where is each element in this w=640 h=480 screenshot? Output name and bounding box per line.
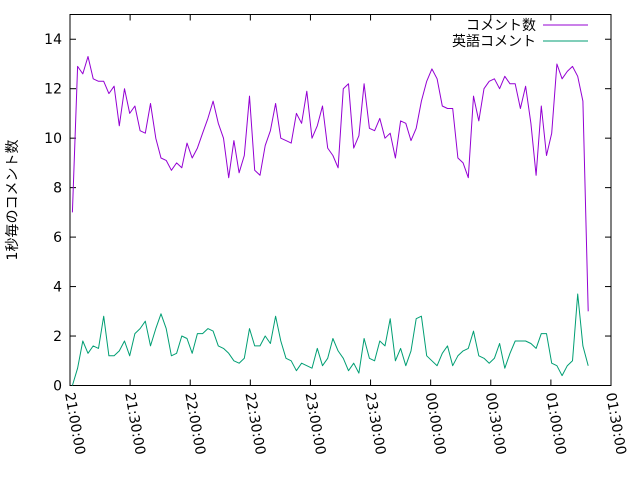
y-tick-label: 0: [53, 379, 62, 395]
y-axis-title: 1秒毎のコメント数: [5, 140, 21, 261]
y-tick-label: 2: [53, 329, 62, 345]
y-tick-label: 4: [53, 280, 62, 296]
y-tick-label: 12: [44, 82, 62, 98]
y-tick-label: 8: [53, 181, 62, 197]
x-tick-label: 01:00:00: [542, 391, 569, 456]
series-line-0: [71, 56, 589, 312]
series-line-1: [71, 293, 589, 386]
x-tick-label: 21:30:00: [121, 391, 148, 456]
x-tick-label: 00:30:00: [482, 391, 509, 456]
x-tick-label: 00:00:00: [422, 391, 449, 456]
x-tick-label: 22:30:00: [241, 391, 268, 456]
plot-frame: [69, 14, 612, 386]
y-tick-label: 10: [44, 131, 62, 147]
y-tick-label: 6: [53, 230, 62, 246]
x-tick-label: 23:30:00: [362, 391, 389, 456]
x-tick-label: 01:30:00: [602, 391, 629, 456]
y-tick-label: 14: [44, 32, 62, 48]
x-tick-label: 21:00:00: [61, 391, 88, 456]
legend-label: 英語コメント: [452, 33, 536, 50]
series-lines: [71, 56, 589, 386]
x-tick-label: 23:00:00: [302, 391, 329, 456]
x-tick-label: 22:00:00: [181, 391, 208, 456]
x-axis: 21:00:00 21:30:00 22:00:00 22:30:00 23:00:00…: [61, 14, 629, 456]
legend-label: コメント数: [466, 18, 536, 34]
